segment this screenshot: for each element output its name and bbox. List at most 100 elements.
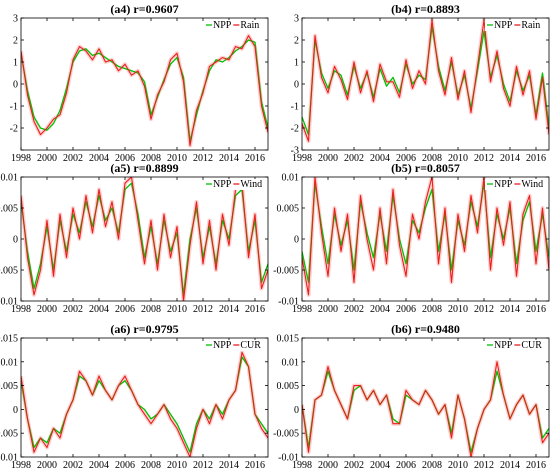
legend-label-npp: NPP xyxy=(494,179,513,190)
x-tick-label: 2016 xyxy=(526,153,546,164)
panel-b5: (b5) r=0.8057 -0.01 -0.005 0 0.005 0.01 1998 20… xyxy=(273,161,550,315)
y-tick-label: 0.01 xyxy=(1,357,19,368)
x-tick-label: 2012 xyxy=(474,460,494,471)
legend-label-cur: CUR xyxy=(521,340,542,351)
x-tick-label: 2008 xyxy=(422,460,442,471)
x-tick-label: 1998 xyxy=(11,304,31,315)
x-tick-label: 2002 xyxy=(344,304,364,315)
panel-title-a4: (a4) r=0.9607 xyxy=(110,2,178,16)
y-tick-label: -1 xyxy=(291,102,299,113)
x-tick-label: 1998 xyxy=(292,304,312,315)
x-tick-label: 2004 xyxy=(89,460,109,471)
x-tick-label: 2004 xyxy=(370,460,390,471)
x-tick-label: 2016 xyxy=(245,460,265,471)
y-tick-label: 0 xyxy=(294,80,299,91)
x-tick-label: 2016 xyxy=(245,153,265,164)
series-band-b6 xyxy=(302,359,549,457)
legend-label-wind: Wind xyxy=(521,179,543,190)
y-tick-label: 0.005 xyxy=(0,381,18,392)
y-tick-label: -0.005 xyxy=(273,429,299,440)
legend-a4: NPP Rain xyxy=(204,20,266,31)
legend-label-rain: Rain xyxy=(521,20,540,31)
legend-b5: NPP Wind xyxy=(485,179,547,190)
x-tick-label: 2012 xyxy=(474,304,494,315)
x-tick-label: 2010 xyxy=(448,304,468,315)
x-tick-label: 2006 xyxy=(396,153,416,164)
x-tick-label: 2004 xyxy=(89,304,109,315)
series-line-cur-a6 xyxy=(21,351,268,457)
legend-label-npp: NPP xyxy=(213,179,232,190)
y-tick-label: 0.015 xyxy=(0,334,18,345)
y-tick-label: -2 xyxy=(291,124,299,135)
plot-frame-b6 xyxy=(301,337,550,458)
x-tick-label: 2008 xyxy=(141,304,161,315)
x-tick-label: 2002 xyxy=(344,153,364,164)
panel-title-a5: (a5) r=0.8899 xyxy=(110,161,178,175)
y-tick-label: 0 xyxy=(13,80,18,91)
x-tick-label: 2008 xyxy=(422,153,442,164)
series-line-rain-a4 xyxy=(21,35,268,147)
legend-label-npp: NPP xyxy=(213,20,232,31)
x-tick-label: 1998 xyxy=(11,153,31,164)
series-line-wind-a5 xyxy=(21,177,268,301)
x-tick-label: 2004 xyxy=(370,153,390,164)
x-tick-label: 2002 xyxy=(63,153,83,164)
y-tick-label: 0.005 xyxy=(277,204,300,215)
panel-a6: (a6) r=0.9795 -0.01 -0.005 0 0.005 0.01 0.015 1… xyxy=(0,322,269,471)
legend-label-npp: NPP xyxy=(494,340,513,351)
legend-label-rain: Rain xyxy=(240,20,259,31)
y-tick-label: -0.01 xyxy=(278,453,299,464)
x-tick-label: 2008 xyxy=(141,460,161,471)
y-tick-label: -0.01 xyxy=(278,297,299,308)
x-tick-label: 2014 xyxy=(500,153,520,164)
panel-title-b4: (b4) r=0.8893 xyxy=(391,2,460,16)
x-tick-label: 1998 xyxy=(292,153,312,164)
y-tick-label: -3 xyxy=(291,146,299,157)
x-tick-label: 2014 xyxy=(500,460,520,471)
y-tick-label: -1 xyxy=(10,102,18,113)
x-tick-label: 2014 xyxy=(219,153,239,164)
x-tick-label: 2006 xyxy=(115,153,135,164)
x-tick-label: 2002 xyxy=(63,304,83,315)
x-tick-label: 2010 xyxy=(448,153,468,164)
y-tick-label: -0.005 xyxy=(273,266,299,277)
series-line-wind-b5 xyxy=(302,177,549,296)
x-tick-label: 2000 xyxy=(37,153,57,164)
panel-a5: (a5) r=0.8899 -0.01 -0.005 0 0.005 0.01 1998 20… xyxy=(0,161,269,315)
x-tick-label: 2000 xyxy=(318,460,338,471)
legend-b4: NPP Rain xyxy=(485,20,547,31)
legend-a6: NPP CUR xyxy=(204,340,266,351)
panel-title-a6: (a6) r=0.9795 xyxy=(110,322,178,336)
legend-label-npp: NPP xyxy=(494,20,513,31)
y-tick-label: 0.015 xyxy=(277,334,300,345)
x-tick-label: 2006 xyxy=(115,460,135,471)
x-tick-label: 2006 xyxy=(115,304,135,315)
panel-a4: (a4) r=0.9607 -2 -1 0 1 2 3 1998 2000 2002 2004 200… xyxy=(10,2,269,164)
series-line-rain-b4 xyxy=(302,19,549,142)
x-tick-label: 2014 xyxy=(219,460,239,471)
x-tick-label: 2000 xyxy=(318,304,338,315)
x-tick-label: 2002 xyxy=(344,460,364,471)
x-tick-label: 2012 xyxy=(193,304,213,315)
y-tick-label: -0.01 xyxy=(0,297,18,308)
x-tick-label: 1998 xyxy=(11,460,31,471)
y-tick-label: -0.005 xyxy=(0,429,18,440)
x-tick-label: 2016 xyxy=(245,304,265,315)
series-band-a6 xyxy=(21,350,268,457)
y-tick-label: 1 xyxy=(294,58,299,69)
x-tick-label: 2010 xyxy=(167,304,187,315)
y-tick-label: 2 xyxy=(13,36,18,47)
x-tick-label: 2004 xyxy=(370,304,390,315)
panel-b6: (b6) r=0.9480 -0.01 -0.005 0 0.005 0.01 0.015 1… xyxy=(273,322,550,471)
legend-a5: NPP Wind xyxy=(204,179,266,190)
x-tick-label: 2016 xyxy=(526,460,546,471)
x-tick-label: 2010 xyxy=(448,460,468,471)
x-tick-label: 2008 xyxy=(141,153,161,164)
legend-b6: NPP CUR xyxy=(485,340,547,351)
y-tick-label: 0.005 xyxy=(0,204,18,215)
y-tick-label: 0.01 xyxy=(282,357,300,368)
x-tick-label: 2012 xyxy=(193,460,213,471)
x-tick-label: 2000 xyxy=(37,304,57,315)
plot-frame-a6 xyxy=(20,337,269,458)
